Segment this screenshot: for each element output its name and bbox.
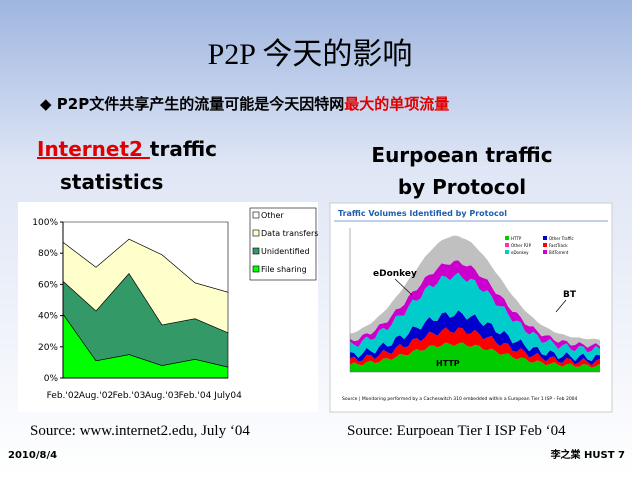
legend-label: Other <box>261 211 284 220</box>
image-arrow <box>394 278 413 296</box>
image-legend-label: HTTP <box>511 236 522 241</box>
traffic-band <box>350 272 600 361</box>
image-legend-swatch <box>505 250 509 254</box>
legend-swatch <box>252 247 260 255</box>
right-heading-2: by Protocol <box>398 175 526 199</box>
bullet-text: P2P文件共享产生的流量可能是今天因特网 <box>57 95 344 113</box>
x-tick-label: Aug.'02 <box>79 391 113 401</box>
legend-swatch <box>252 265 260 273</box>
heading-highlight: Internet2 <box>37 137 150 161</box>
x-tick-label: Feb.'02 <box>47 391 80 401</box>
image-title: Traffic Volumes Identified by Protocol <box>338 209 507 218</box>
bullet-highlight: 最大的单项流量 <box>344 95 449 113</box>
left-heading: Internet2 traffic <box>37 137 217 161</box>
y-tick-label: 100% <box>32 218 58 228</box>
traffic-band <box>350 327 600 368</box>
traffic-band <box>350 310 600 366</box>
x-tick-label: Aug.'03 <box>145 391 179 401</box>
traffic-band <box>350 235 600 348</box>
right-source: Source: Eurpoean Tier I ISP Feb ‘04 <box>347 423 566 439</box>
image-legend-label: FastTrack <box>549 243 568 248</box>
legend-label: Data transfers <box>261 229 318 238</box>
traffic-band <box>350 260 600 353</box>
bullet: ◆ P2P文件共享产生的流量可能是今天因特网最大的单项流量 <box>40 95 449 113</box>
image-legend-swatch <box>543 236 547 240</box>
image-label: BT <box>563 290 577 300</box>
footer-author: 李之棠 HUST 7 <box>550 448 625 461</box>
footer-date: 2010/8/4 <box>8 450 57 461</box>
image-label: HTTP <box>436 359 460 368</box>
image-caption: Source | Monitoring performed by a Cache… <box>342 396 578 402</box>
y-tick-label: 20% <box>38 343 58 353</box>
legend-box <box>249 207 317 281</box>
slide-title: P2P 今天的影响 <box>208 38 413 71</box>
y-tick-label: 80% <box>38 249 58 259</box>
x-tick-label: Feb.'04 <box>179 391 212 401</box>
traffic-band <box>350 342 600 372</box>
left-heading-2: statistics <box>60 170 163 194</box>
image-legend-label: eDonkey <box>511 250 529 255</box>
y-tick-label: 40% <box>38 312 58 322</box>
image-arrow <box>555 299 567 313</box>
right-heading: Eurpoean traffic <box>371 143 552 167</box>
area <box>62 221 229 293</box>
image-legend-swatch <box>543 250 547 254</box>
legend-swatch <box>252 211 260 219</box>
image-legend-swatch <box>505 243 509 247</box>
image-label: eDonkey <box>373 269 417 279</box>
image-legend-swatch <box>543 243 547 247</box>
y-tick-label: 60% <box>38 280 58 290</box>
x-tick-label: July04 <box>213 391 242 401</box>
y-tick-label: 0% <box>44 374 59 384</box>
image-legend-swatch <box>505 236 509 240</box>
x-tick-label: Feb.'03 <box>113 391 146 401</box>
legend-swatch <box>252 229 260 237</box>
image-legend-label: BitTorrent <box>549 250 569 255</box>
right-image: Traffic Volumes Identified by Protocol HT… <box>334 209 608 402</box>
left-source: Source: www.internet2.edu, July ‘04 <box>30 423 250 439</box>
legend-label: File sharing <box>261 265 307 274</box>
image-legend-label: Other P2P <box>511 243 532 248</box>
legend-label: Unidentified <box>261 247 310 256</box>
heading-rest: traffic <box>150 137 217 161</box>
image-legend-label: Other Traffic <box>549 236 574 241</box>
